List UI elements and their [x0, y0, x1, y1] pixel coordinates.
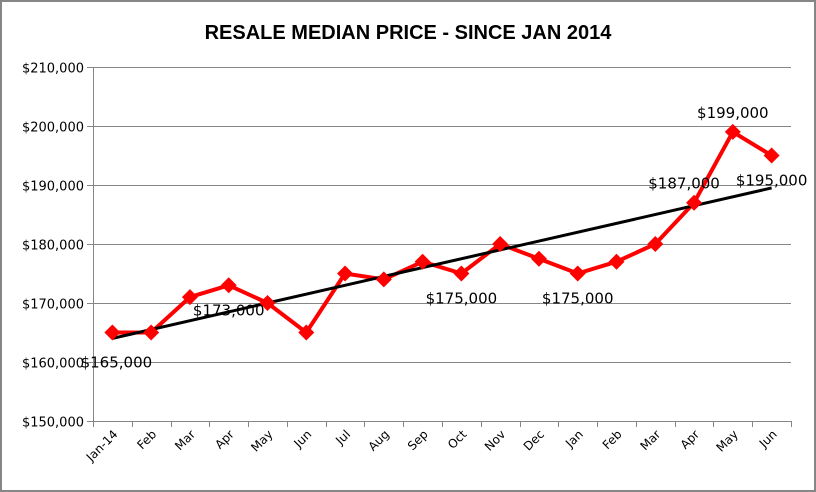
gridlines [87, 67, 791, 422]
y-axis-tick-labels: $150,000 $160,000 $170,000 $180,000 $190,000… [22, 62, 84, 431]
data-point-marker [337, 265, 354, 282]
data-labels: $165,000 $173,000 $175,000 $175,000 $187,000… [81, 104, 808, 372]
x-tick-label: Dec [521, 427, 547, 453]
data-point-marker [220, 277, 237, 294]
axes [93, 67, 792, 427]
data-label: $175,000 [426, 290, 498, 308]
data-label: $199,000 [697, 104, 769, 122]
y-tick-label: $210,000 [22, 62, 84, 77]
trendline-line [112, 186, 772, 340]
x-tick-label: Feb [600, 427, 625, 452]
x-tick-label: Jan [562, 427, 586, 451]
data-point-marker [608, 253, 625, 270]
x-tick-label: Mar [172, 427, 198, 453]
x-tick-label: Mar [637, 427, 663, 453]
x-tick-label: Feb [134, 427, 159, 452]
data-point-marker [530, 250, 547, 267]
x-tick-label: Apr [212, 427, 237, 452]
y-tick-label: $170,000 [22, 298, 84, 313]
data-label: $165,000 [81, 354, 153, 372]
data-point-marker [569, 265, 586, 282]
x-tick-label: Sep [405, 427, 431, 453]
data-label: $187,000 [648, 175, 720, 193]
x-tick-label: Jul [332, 427, 353, 448]
series-markers [104, 123, 780, 341]
data-label: $195,000 [736, 172, 808, 190]
x-tick-label: Nov [482, 427, 508, 453]
data-point-marker [375, 271, 392, 288]
data-point-marker [298, 324, 315, 341]
data-label: $175,000 [542, 290, 614, 308]
data-point-marker [143, 324, 160, 341]
x-tick-label: Oct [445, 427, 470, 452]
y-tick-label: $160,000 [22, 357, 84, 372]
data-point-marker [647, 236, 664, 252]
y-tick-label: $150,000 [22, 416, 84, 431]
series-line [112, 129, 773, 335]
chart-title: RESALE MEDIAN PRICE - SINCE JAN 2014 [205, 22, 613, 44]
x-tick-label: May [248, 427, 275, 454]
x-tick-label: Jun [291, 427, 315, 451]
series-resale-median-price [112, 129, 773, 335]
x-tick-label: Apr [678, 427, 703, 452]
trendline [112, 186, 772, 340]
data-label: $173,000 [193, 301, 265, 319]
x-tick-label: May [714, 427, 741, 454]
data-point-marker [492, 236, 509, 252]
data-point-marker [181, 289, 198, 306]
data-point-marker [763, 147, 780, 164]
data-point-marker [724, 123, 741, 140]
x-tick-label: Aug [365, 427, 391, 453]
x-axis-tick-labels: Jan-14 Feb Mar Apr May Jun Jul Aug Sep Oct Nov Dec J… [83, 427, 780, 465]
y-tick-label: $200,000 [22, 121, 84, 136]
data-point-marker [414, 253, 431, 270]
x-tick-label: Jun [756, 427, 780, 451]
y-tick-label: $180,000 [22, 239, 84, 254]
data-point-marker [259, 295, 276, 311]
data-point-marker [104, 324, 121, 341]
x-tick-label: Jan-14 [83, 427, 121, 465]
data-point-marker [686, 194, 703, 211]
data-point-marker [453, 265, 470, 282]
y-tick-label: $190,000 [22, 180, 84, 195]
